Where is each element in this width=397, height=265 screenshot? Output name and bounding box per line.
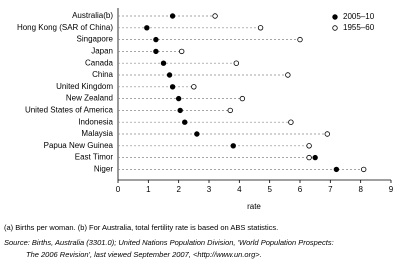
dot	[361, 166, 367, 173]
x-tick-label: 5	[267, 185, 272, 194]
dot	[288, 119, 294, 125]
y-tick-label: Canada	[85, 58, 114, 67]
y-tick-label: Australia(b)	[72, 11, 113, 20]
y-tick-label: East Timor	[75, 153, 114, 162]
dot	[177, 107, 183, 114]
x-tick-label: 2	[176, 185, 181, 194]
dot	[169, 84, 176, 90]
dot	[324, 131, 330, 137]
x-tick-label: 1	[146, 185, 151, 194]
dot	[312, 154, 318, 161]
dot	[153, 36, 159, 43]
source: Source: Births, Australia (3301.0); Unit…	[4, 238, 334, 247]
dot	[153, 48, 159, 55]
y-tick-label: Niger	[94, 165, 113, 174]
footnote: (a) Births per woman. (b) For Australia,…	[4, 223, 278, 232]
dot	[233, 60, 239, 66]
y-tick-label: Malaysia	[81, 129, 113, 138]
y-tick-label: Indonesia	[78, 117, 113, 126]
y-tick-label: China	[92, 70, 113, 79]
dot	[239, 95, 246, 102]
y-tick-label: Papua New Guinea	[44, 141, 114, 150]
dot	[175, 95, 182, 102]
x-tick-label: 3	[207, 185, 212, 194]
dot	[166, 72, 173, 78]
legend-label: 2005–10	[343, 12, 375, 21]
dot	[178, 48, 185, 55]
dot	[144, 25, 150, 31]
legend-label: 1955–60	[343, 23, 375, 32]
y-tick-label: Singapore	[77, 35, 114, 44]
x-axis-label: rate	[247, 202, 261, 211]
dot	[212, 13, 218, 19]
source: The 2006 Revision', last viewed Septembe…	[26, 250, 262, 259]
x-tick-label: 9	[389, 185, 394, 194]
x-tick-label: 8	[358, 185, 363, 194]
y-tick-label: Japan	[91, 47, 113, 56]
x-tick-label: 4	[237, 185, 242, 194]
x-tick-label: 6	[298, 185, 303, 194]
dot	[227, 107, 233, 114]
x-tick-label: 7	[328, 185, 333, 194]
dot	[182, 119, 188, 125]
dot	[333, 166, 340, 173]
dot	[160, 60, 167, 66]
y-tick-label: Hong Kong (SAR of China)	[17, 23, 113, 32]
dot	[306, 154, 312, 161]
x-tick-label: 0	[116, 185, 121, 194]
legend-marker	[332, 25, 338, 31]
dot	[191, 84, 197, 90]
dot	[257, 25, 264, 31]
dot	[169, 13, 176, 19]
dot	[285, 72, 291, 78]
dot	[194, 131, 200, 137]
dot	[297, 36, 303, 43]
dot	[230, 143, 236, 149]
y-tick-label: United Kingdom	[56, 82, 113, 91]
dot	[306, 143, 312, 149]
y-tick-label: New Zealand	[66, 94, 113, 103]
y-tick-label: United States of America	[25, 106, 114, 115]
legend-marker	[332, 14, 338, 20]
